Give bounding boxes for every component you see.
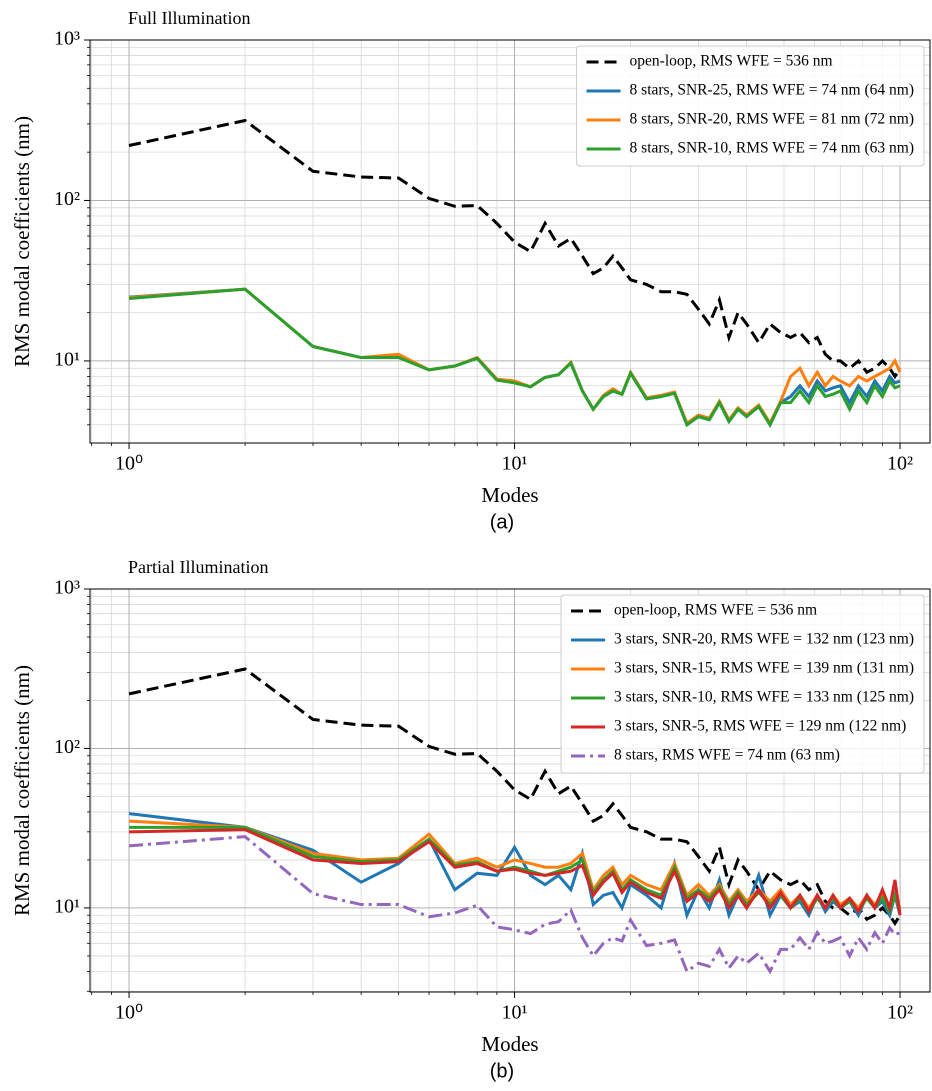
y-axis-label: RMS modal coefficients (nm) bbox=[10, 116, 34, 367]
series-line bbox=[128, 667, 902, 927]
series-line bbox=[128, 835, 901, 975]
y-tick-label: 10³ bbox=[54, 577, 80, 599]
x-tick-label: 10¹ bbox=[502, 453, 528, 475]
legend-label: 8 stars, SNR-10, RMS WFE = 74 nm (63 nm) bbox=[630, 140, 914, 157]
legend-box bbox=[576, 45, 925, 167]
x-tick-label: 10² bbox=[887, 1002, 913, 1024]
chart-title: Full Illumination bbox=[128, 8, 251, 28]
legend: open-loop, RMS WFE = 536 nm 8 stars, SNR-… bbox=[576, 45, 925, 167]
y-tick-label: 10² bbox=[54, 736, 80, 758]
chart-title: Partial Illumination bbox=[128, 557, 268, 577]
legend-label: open-loop, RMS WFE = 536 nm bbox=[614, 602, 817, 619]
legend-label: 3 stars, SNR-5, RMS WFE = 129 nm (122 nm… bbox=[614, 718, 906, 735]
x-tick-label: 10⁰ bbox=[115, 453, 143, 475]
legend: open-loop, RMS WFE = 536 nm 3 stars, SNR-… bbox=[560, 594, 925, 774]
plot-frame bbox=[89, 588, 931, 993]
caption: (b) bbox=[490, 1060, 514, 1082]
y-tick-label: 10¹ bbox=[54, 349, 80, 371]
x-tick-label: 10¹ bbox=[502, 1002, 528, 1024]
legend-box bbox=[560, 594, 925, 774]
x-axis-label: Modes bbox=[481, 1032, 538, 1056]
legend-label: 3 stars, SNR-15, RMS WFE = 139 nm (131 n… bbox=[614, 660, 914, 677]
x-axis-label: Modes bbox=[481, 483, 538, 507]
subplot: 10⁰ 10¹ 10² 10¹ 10² 10³ Full Illumination Modes… bbox=[10, 8, 931, 533]
legend-label: 3 stars, SNR-20, RMS WFE = 132 nm (123 n… bbox=[614, 631, 914, 648]
y-axis-label: RMS modal coefficients (nm) bbox=[10, 665, 34, 916]
legend-label: 8 stars, RMS WFE = 74 nm (63 nm) bbox=[614, 747, 840, 764]
y-tick-label: 10¹ bbox=[54, 896, 80, 918]
y-tick-label: 10³ bbox=[54, 28, 80, 50]
series-line bbox=[128, 287, 901, 428]
subplot: 10⁰ 10¹ 10² 10¹ 10² 10³ Partial Illumination Mo… bbox=[10, 557, 931, 1082]
series-line bbox=[129, 828, 902, 916]
legend-label: 8 stars, SNR-20, RMS WFE = 81 nm (72 nm) bbox=[630, 111, 914, 128]
x-tick-label: 10⁰ bbox=[115, 1002, 143, 1024]
legend-label: 3 stars, SNR-10, RMS WFE = 133 nm (125 n… bbox=[614, 689, 914, 706]
series-line bbox=[128, 118, 902, 380]
x-tick-label: 10² bbox=[887, 453, 913, 475]
legend-label: open-loop, RMS WFE = 536 nm bbox=[630, 53, 833, 70]
legend-label: 8 stars, SNR-25, RMS WFE = 74 nm (64 nm) bbox=[630, 82, 914, 99]
y-tick-label: 10² bbox=[54, 188, 80, 210]
series-line bbox=[128, 819, 902, 912]
plot-frame bbox=[89, 39, 931, 444]
caption: (a) bbox=[490, 511, 514, 533]
